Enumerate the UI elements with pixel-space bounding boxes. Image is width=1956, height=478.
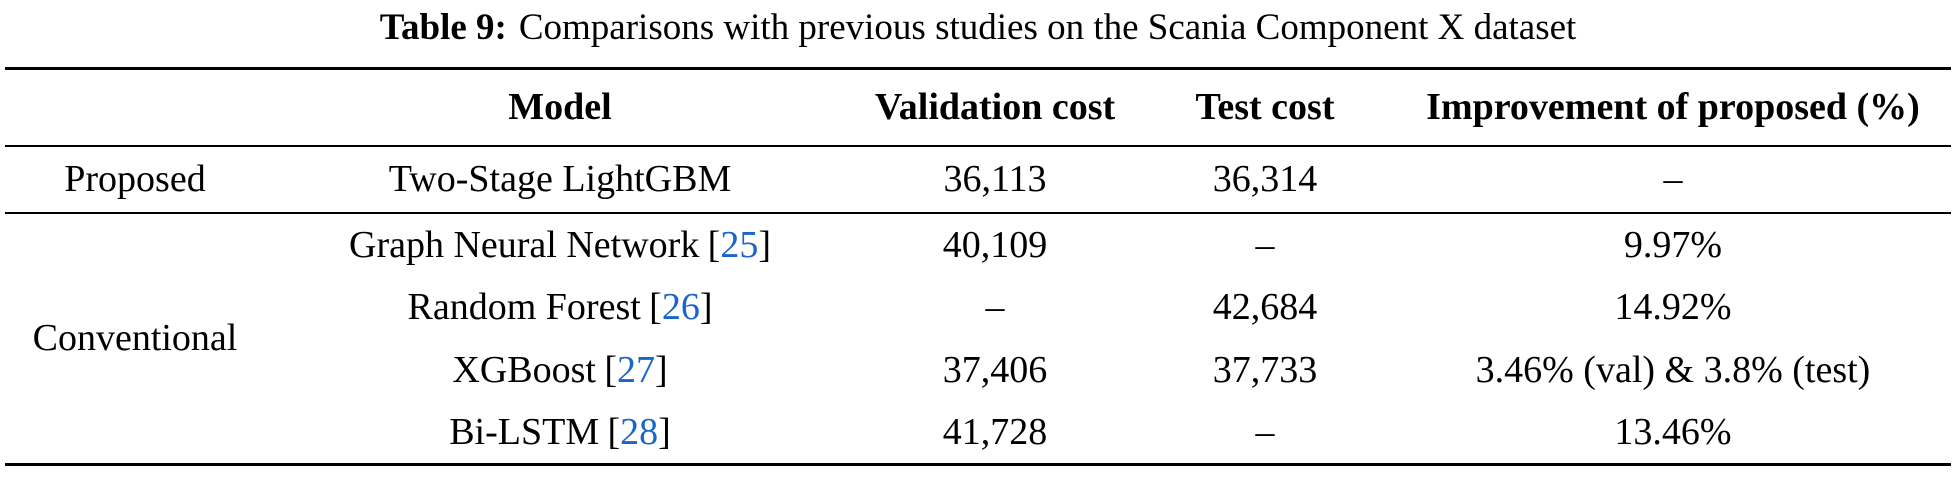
test-cost-value: – — [1255, 411, 1275, 454]
citation-bracket-close: ] — [654, 349, 668, 391]
citation-bracket-open: [ — [604, 349, 617, 391]
model-cell: XGBoost [27] — [265, 339, 855, 402]
table-header: Model Validation cost Test cost Improvem… — [5, 68, 1951, 147]
citation-bracket-open: [ — [607, 411, 621, 454]
validation-cost-value: 37,406 — [942, 349, 1048, 391]
model-cell: Graph Neural Network [25] — [265, 213, 855, 276]
table-row-gnn: Conventional Graph Neural Network [25] 40… — [5, 213, 1951, 360]
table-row-proposed: Proposed Two-Stage LightGBM 36,113 36,31… — [5, 145, 1951, 214]
citation-bracket-open: [ — [707, 223, 721, 266]
improvement-value: 14.92% — [1614, 286, 1732, 328]
validation-cost-value: 40,109 — [942, 223, 1048, 266]
citation-number[interactable]: 25 — [720, 223, 759, 266]
citation-link: [27] — [604, 349, 667, 391]
header-model: Model — [265, 68, 855, 147]
table-caption-label: Table 9: — [379, 7, 507, 48]
citation-number[interactable]: 26 — [661, 286, 700, 328]
improvement-value: 9.97% — [1623, 223, 1723, 266]
table-body: Proposed Two-Stage LightGBM 36,113 36,31… — [5, 145, 1951, 465]
table-row-bi-lstm: Bi-LSTM [28] 41,728 – 13.46% — [5, 402, 1951, 465]
model-cell: Two-Stage LightGBM — [265, 145, 855, 214]
improvement-value: 13.46% — [1614, 411, 1732, 454]
citation-link: [25] — [708, 224, 771, 266]
model-name: XGBoost — [452, 349, 596, 391]
improvement-value: – — [1395, 145, 1951, 214]
model-cell: Random Forest [26] — [265, 276, 855, 339]
table-caption-text: Comparisons with previous studies on the… — [518, 7, 1577, 48]
header-improvement: Improvement of proposed (%) — [1395, 68, 1951, 147]
table-row-xgboost: XGBoost [27] 37,406 37,733 3.46% (val) & … — [5, 339, 1951, 402]
model-cell: Bi-LSTM [28] — [265, 402, 855, 465]
header-group — [5, 68, 265, 147]
citation-bracket-close: ] — [658, 411, 671, 454]
model-name: Random Forest — [407, 286, 641, 328]
validation-cost-value: 36,113 — [855, 145, 1135, 214]
model-name: Two-Stage LightGBM — [388, 158, 732, 200]
citation-link: [26] — [649, 286, 712, 328]
model-name: Bi-LSTM — [449, 411, 600, 454]
citation-bracket-close: ] — [758, 223, 771, 266]
test-cost-value: 42,684 — [1212, 286, 1318, 328]
table-caption: Table 9: Comparisons with previous studie… — [0, 0, 1956, 67]
test-cost-value: 36,314 — [1135, 145, 1395, 214]
header-test-cost: Test cost — [1135, 68, 1395, 147]
header-validation-cost: Validation cost — [855, 68, 1135, 147]
validation-cost-value: – — [985, 286, 1005, 328]
citation-number[interactable]: 28 — [620, 411, 659, 454]
model-name: Graph Neural Network — [349, 223, 700, 266]
citation-bracket-close: ] — [699, 286, 713, 328]
citation-number[interactable]: 27 — [616, 349, 655, 391]
citation-link: [28] — [607, 411, 670, 453]
test-cost-value: 37,733 — [1212, 349, 1318, 391]
comparison-table: Model Validation cost Test cost Improvem… — [5, 67, 1951, 466]
group-label-proposed: Proposed — [5, 145, 265, 214]
improvement-value: 3.46% (val) & 3.8% (test) — [1475, 349, 1871, 391]
group-label-conventional: Conventional — [32, 317, 238, 360]
citation-bracket-open: [ — [649, 286, 662, 328]
validation-cost-value: 41,728 — [942, 411, 1048, 454]
table-row-random-forest: Random Forest [26] – 42,684 14.92% — [5, 276, 1951, 339]
test-cost-value: – — [1255, 223, 1275, 266]
header-row: Model Validation cost Test cost Improvem… — [5, 68, 1951, 147]
